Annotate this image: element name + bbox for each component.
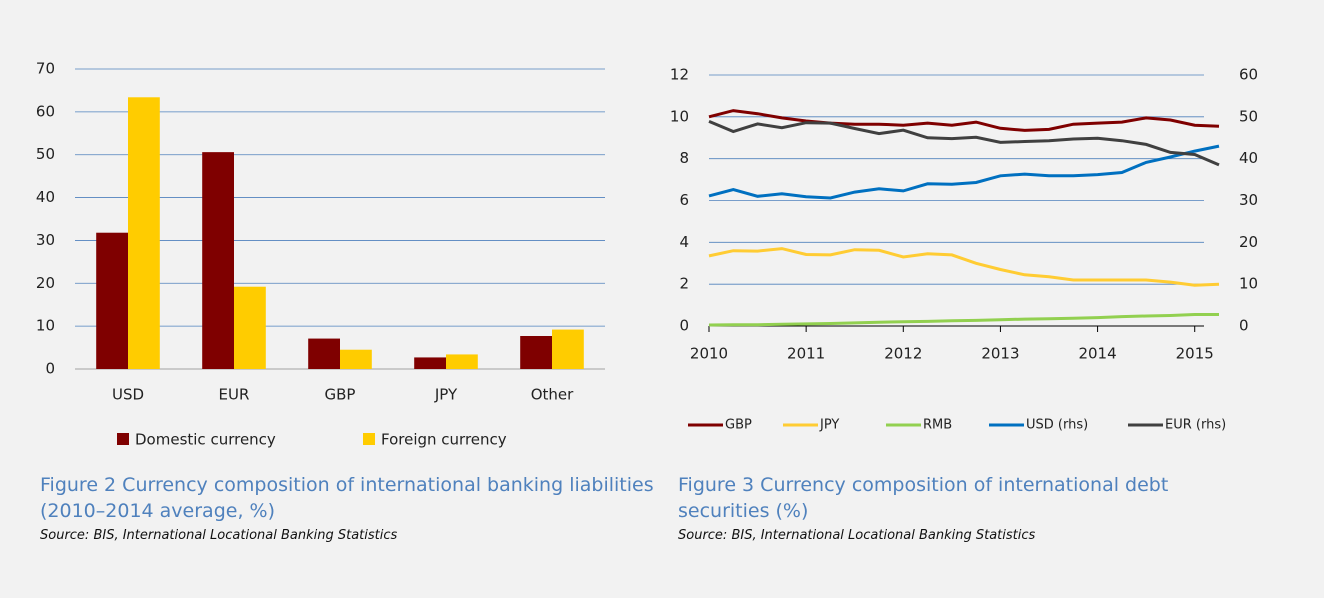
line	[708, 313, 1219, 327]
x-tick-label: Other	[531, 386, 574, 404]
x-tick-label: 2014	[1078, 345, 1116, 363]
legend-label: JPY	[819, 418, 839, 433]
legend-swatch	[363, 433, 375, 445]
bar	[520, 336, 552, 369]
y-tick-label: 4	[679, 233, 689, 251]
caption: Figure 2 Currency composition of interna…	[40, 474, 654, 522]
legend-label: USD (rhs)	[1026, 418, 1088, 433]
line	[708, 144, 1220, 200]
bar	[308, 338, 340, 369]
y-tick-label: 10	[36, 317, 55, 335]
y2-tick-label: 50	[1239, 107, 1258, 125]
bar	[414, 357, 446, 369]
x-tick-label: EUR	[219, 386, 250, 404]
line	[708, 109, 1220, 132]
y2-tick-label: 20	[1239, 233, 1258, 251]
y-tick-label: 70	[36, 60, 55, 78]
y-tick-label: 8	[679, 149, 689, 167]
y-tick-label: 0	[45, 360, 55, 378]
line	[708, 247, 1220, 287]
x-tick-label: GBP	[325, 386, 356, 404]
x-tick-label: 2010	[690, 345, 728, 363]
legend-label: RMB	[923, 418, 952, 433]
line	[708, 120, 1220, 167]
x-tick-label: USD	[112, 386, 144, 404]
legend-label: Domestic currency	[135, 431, 276, 449]
x-tick-label: 2012	[884, 345, 922, 363]
bar	[446, 354, 478, 369]
y-tick-label: 60	[36, 102, 55, 120]
y2-tick-label: 30	[1239, 191, 1258, 209]
bar	[552, 329, 584, 369]
x-tick-label: 2013	[981, 345, 1019, 363]
y2-tick-label: 0	[1239, 317, 1249, 335]
x-tick-label: 2011	[787, 345, 825, 363]
bar	[202, 152, 234, 369]
y-tick-label: 0	[679, 317, 689, 335]
y-tick-label: 50	[36, 145, 55, 163]
y-tick-label: 12	[670, 66, 689, 84]
y2-tick-label: 60	[1239, 66, 1258, 84]
x-tick-label: JPY	[434, 386, 458, 404]
y-tick-label: 2	[679, 275, 689, 293]
legend-swatch	[117, 433, 129, 445]
bar	[128, 97, 160, 370]
y-tick-label: 30	[36, 231, 55, 249]
y2-tick-label: 40	[1239, 149, 1258, 167]
y-tick-label: 6	[679, 191, 689, 209]
legend-label: EUR (rhs)	[1165, 418, 1226, 433]
x-tick-label: 2015	[1176, 345, 1214, 363]
bar	[234, 286, 266, 369]
y2-tick-label: 10	[1239, 275, 1258, 293]
legend-label: Foreign currency	[381, 431, 507, 449]
y-tick-label: 40	[36, 188, 55, 206]
legend-label: GBP	[725, 418, 752, 433]
caption: Figure 3 Currency composition of interna…	[678, 474, 1169, 522]
bar	[96, 232, 128, 369]
source: Source: BIS, International Locational Ba…	[678, 528, 1036, 543]
y-tick-label: 10	[670, 107, 689, 125]
source: Source: BIS, International Locational Ba…	[40, 528, 398, 543]
bar	[340, 349, 372, 369]
y-tick-label: 20	[36, 274, 55, 292]
